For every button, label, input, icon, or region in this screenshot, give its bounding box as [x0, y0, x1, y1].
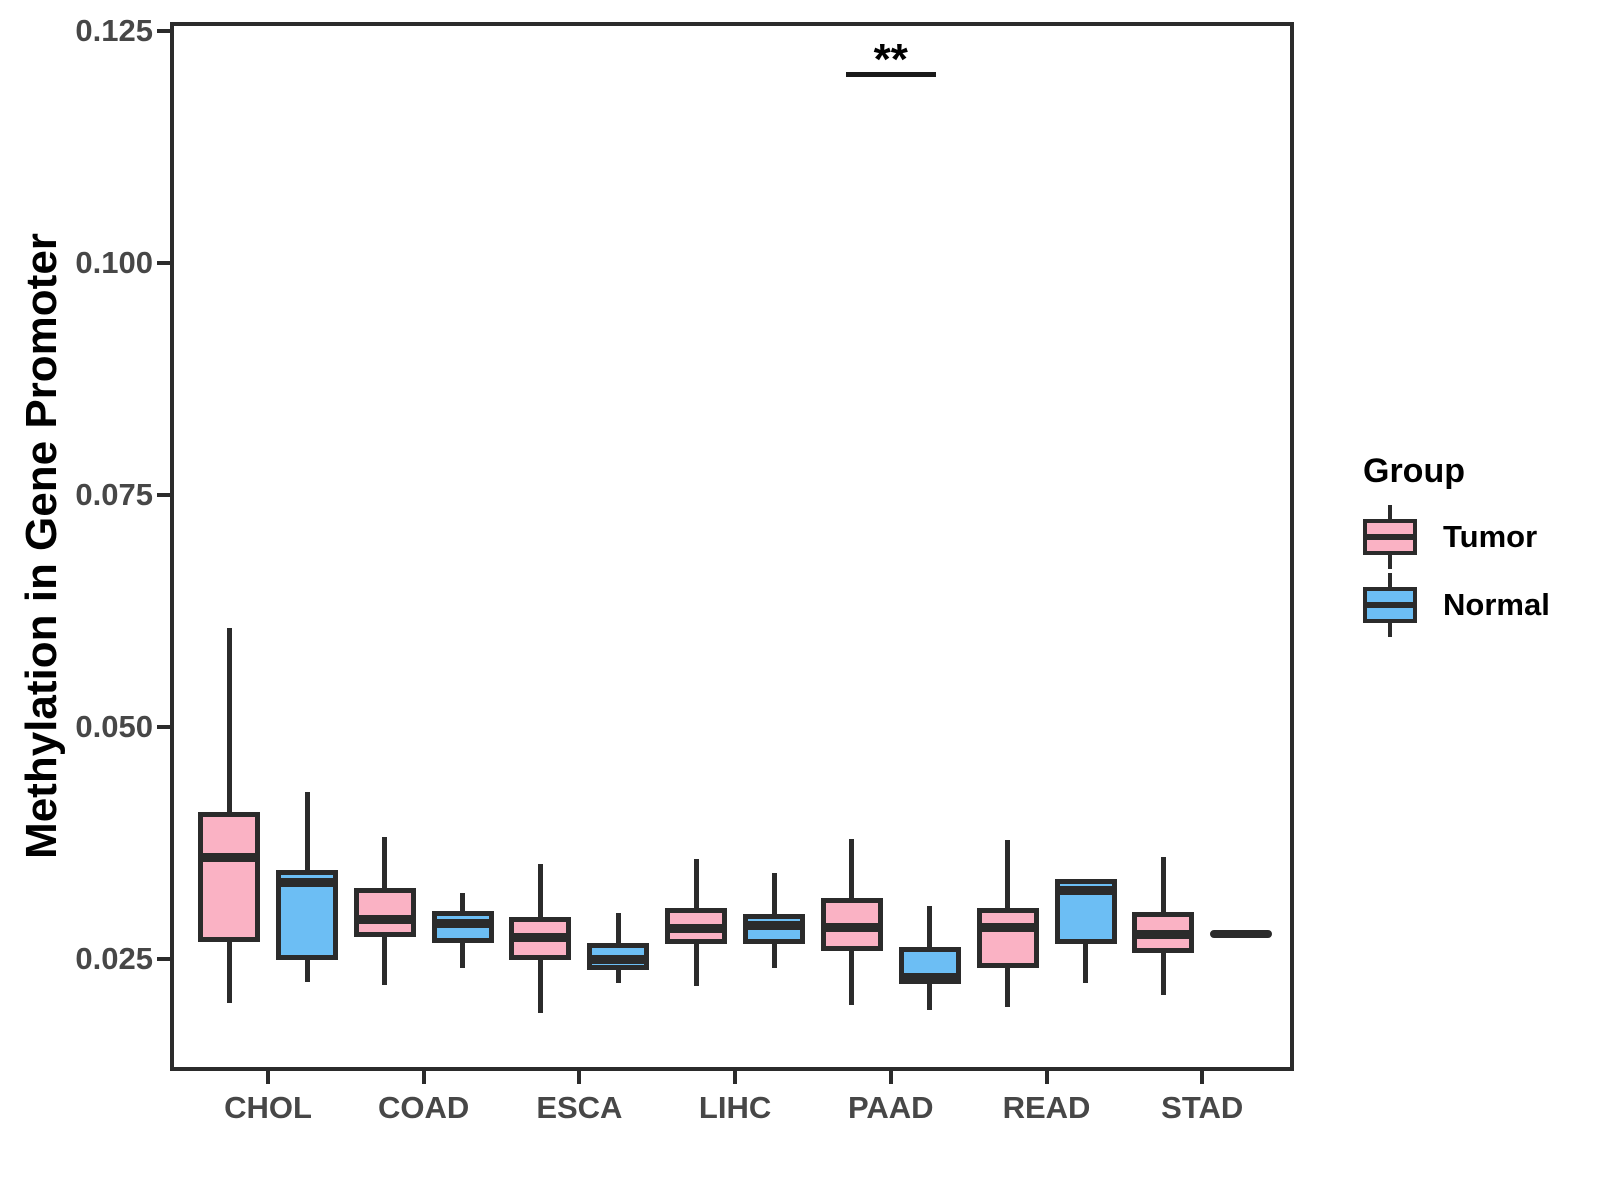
box-READ-Tumor — [976, 907, 1039, 969]
x-tick-label: LIHC — [698, 1090, 772, 1125]
x-tick-mark — [1044, 1071, 1049, 1084]
x-tick-label: CHOL — [224, 1090, 312, 1125]
box-CHOL-Tumor — [198, 812, 260, 943]
box-COAD-Tumor — [353, 888, 416, 937]
x-tick-mark — [577, 1071, 582, 1084]
y-tick-label: 0.100 — [75, 245, 153, 281]
legend-title: Group — [1363, 452, 1465, 490]
legend-boxplot-glyph — [1363, 573, 1417, 637]
x-tick-label: COAD — [378, 1090, 470, 1125]
y-axis-title: Methylation in Gene Promoter — [17, 233, 66, 859]
median-READ-Normal — [1054, 885, 1117, 895]
x-tick-label: STAD — [1161, 1090, 1244, 1125]
legend-glyph-median — [1363, 534, 1417, 540]
median-ESCA-Normal — [587, 955, 650, 965]
legend-item-label: Normal — [1443, 587, 1550, 622]
significance-bar — [845, 72, 936, 78]
x-tick-label: PAAD — [848, 1090, 934, 1125]
legend-item-normal: Normal — [1363, 573, 1550, 637]
legend-boxplot-glyph — [1363, 505, 1417, 569]
median-STAD-Tumor — [1132, 930, 1195, 940]
median-READ-Tumor — [976, 922, 1039, 932]
legend: Group Tumor Normal — [1363, 452, 1550, 641]
x-tick-mark — [888, 1071, 893, 1084]
x-tick-mark — [266, 1071, 270, 1084]
legend-item-label: Tumor — [1443, 519, 1538, 554]
flat-box-STAD-Normal — [1210, 929, 1273, 938]
median-CHOL-Tumor — [198, 853, 260, 863]
legend-items: Tumor Normal — [1363, 505, 1550, 637]
x-tick-label: ESCA — [536, 1090, 623, 1125]
x-tick-label: READ — [1002, 1090, 1091, 1125]
y-tick-mark — [157, 956, 170, 961]
significance-label: ** — [873, 34, 908, 84]
y-tick-mark — [157, 493, 170, 498]
y-tick-label: 0.025 — [75, 940, 153, 976]
x-tick-mark — [733, 1071, 738, 1084]
x-tick-mark — [1200, 1071, 1205, 1084]
median-LIHC-Tumor — [665, 923, 728, 933]
median-COAD-Normal — [431, 919, 494, 929]
median-CHOL-Normal — [276, 878, 338, 888]
y-tick-mark — [157, 261, 170, 266]
y-tick-label: 0.125 — [75, 13, 153, 49]
median-PAAD-Tumor — [820, 922, 883, 932]
legend-item-tumor: Tumor — [1363, 505, 1550, 569]
x-tick-mark — [421, 1071, 426, 1084]
y-tick-label: 0.050 — [75, 708, 153, 744]
median-ESCA-Tumor — [509, 932, 572, 942]
median-LIHC-Normal — [743, 920, 806, 930]
median-PAAD-Normal — [898, 972, 961, 982]
plot-panel — [170, 22, 1294, 1071]
legend-glyph-median — [1363, 602, 1417, 608]
median-COAD-Tumor — [353, 915, 416, 925]
y-tick-label: 0.075 — [75, 477, 153, 513]
y-tick-mark — [157, 29, 170, 34]
y-tick-mark — [157, 724, 170, 729]
